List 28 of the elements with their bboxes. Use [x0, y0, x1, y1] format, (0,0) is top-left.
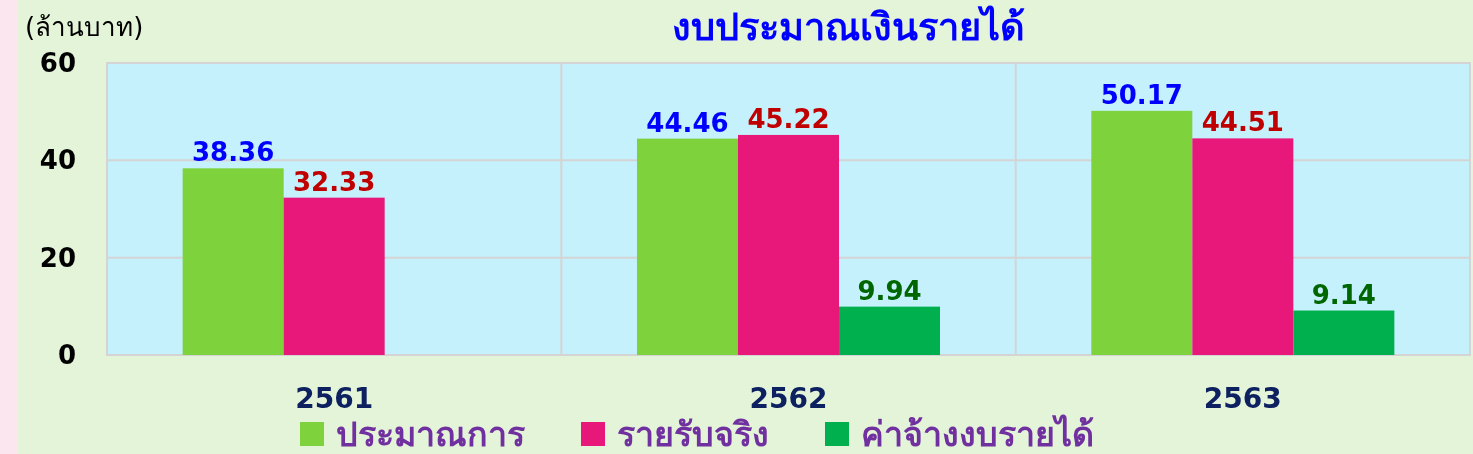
data-label: 44.51 [1201, 107, 1284, 138]
legend-label: รายรับจริง [617, 414, 769, 454]
data-label: 9.94 [857, 275, 922, 306]
data-label: 44.46 [646, 107, 729, 138]
data-label: 45.22 [747, 103, 830, 134]
bar [283, 197, 385, 355]
y-tick-label: 0 [57, 340, 76, 370]
bar [737, 134, 840, 355]
y-axis-title: (ล้านบาท) [25, 12, 144, 42]
x-tick-label: 2562 [749, 382, 828, 415]
bar [182, 168, 284, 355]
data-label: 9.14 [1311, 279, 1376, 310]
chart-title: งบประมาณเงินรายได้ [671, 5, 1025, 49]
bar [1091, 110, 1193, 355]
y-tick-label: 20 [39, 242, 76, 273]
data-label: 32.33 [293, 166, 376, 197]
data-label: 50.17 [1100, 79, 1183, 110]
y-tick-label: 40 [39, 145, 76, 176]
x-tick-label: 2561 [295, 382, 374, 415]
bar [1293, 310, 1395, 355]
bar [636, 138, 738, 355]
y-tick-label: 60 [39, 48, 76, 78]
data-label: 38.36 [192, 137, 275, 168]
legend-label: ประมาณการ [336, 414, 526, 454]
legend-label: ค่าจ้างงบรายได้ [861, 414, 1094, 454]
bar [839, 306, 941, 355]
x-tick-label: 2563 [1203, 382, 1282, 415]
bar [1192, 138, 1294, 355]
